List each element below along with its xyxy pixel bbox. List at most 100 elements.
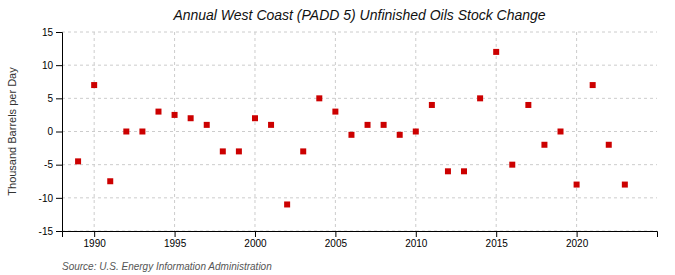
- point: [461, 168, 467, 174]
- point: [236, 148, 242, 154]
- tick-mark: [56, 32, 62, 33]
- tick-label: 0: [47, 126, 53, 137]
- tick: -5: [44, 159, 62, 170]
- point: [541, 142, 547, 148]
- tick: -15: [39, 226, 62, 237]
- point: [590, 82, 596, 88]
- tick-label: 2020: [566, 238, 589, 249]
- point: [107, 178, 113, 184]
- tick-mark: [416, 231, 417, 237]
- grid: [62, 32, 657, 231]
- grid-line: [335, 32, 336, 231]
- point: [397, 132, 403, 138]
- axis-line: [63, 232, 658, 238]
- grid-line: [62, 164, 657, 165]
- point: [123, 129, 129, 135]
- tick: 1995: [164, 231, 187, 249]
- tick-label: 10: [42, 60, 54, 71]
- tick-label: 1995: [164, 238, 187, 249]
- point: [268, 122, 274, 128]
- tick-mark: [255, 231, 256, 237]
- point: [332, 109, 338, 115]
- point: [477, 95, 483, 101]
- grid-line: [254, 32, 255, 231]
- tick-mark: [56, 165, 62, 166]
- point: [188, 115, 194, 121]
- point: [558, 129, 564, 135]
- point: [155, 109, 161, 115]
- point: [139, 129, 145, 135]
- tick-mark: [56, 231, 62, 232]
- tick: 5: [47, 93, 62, 104]
- tick: 1990: [84, 231, 107, 249]
- grid-line: [62, 65, 657, 66]
- source-note: Source: U.S. Energy Information Administ…: [62, 261, 272, 272]
- grid-line: [94, 32, 95, 231]
- point: [365, 122, 371, 128]
- point: [381, 122, 387, 128]
- point: [91, 82, 97, 88]
- tick-label: 2000: [244, 238, 267, 249]
- tick: 2020: [566, 231, 589, 249]
- tick: 15: [42, 27, 62, 38]
- tick-mark: [56, 132, 62, 133]
- point: [252, 115, 258, 121]
- point: [204, 122, 210, 128]
- y-axis-label: Thousand Barrels per Day: [6, 67, 18, 196]
- tick-label: -5: [44, 159, 53, 170]
- tick: 0: [47, 126, 62, 137]
- tick-label: 5: [47, 93, 53, 104]
- grid-line: [62, 131, 657, 132]
- point: [316, 95, 322, 101]
- plot: 1990 1995 2000 2005 2010 2015 2020 -15 -10 -5 0 5 10…: [39, 27, 658, 249]
- title: Annual West Coast (PADD 5) Unfinished Oi…: [172, 7, 545, 23]
- point: [75, 158, 81, 164]
- tick: 10: [42, 60, 62, 71]
- tick-mark: [94, 231, 95, 237]
- point: [413, 129, 419, 135]
- grid-line: [496, 32, 497, 231]
- tick-label: 2005: [325, 238, 348, 249]
- tick-label: 2015: [486, 238, 509, 249]
- grid-line: [62, 98, 657, 99]
- tick: 2010: [405, 231, 428, 249]
- grid-line: [174, 32, 175, 231]
- tick: -10: [39, 193, 62, 204]
- point: [493, 49, 499, 55]
- point: [284, 201, 290, 207]
- tick-label: 15: [42, 27, 54, 38]
- x-axis: 1990 1995 2000 2005 2010 2015 2020: [63, 231, 658, 249]
- tick-mark: [175, 231, 176, 237]
- tick-mark: [56, 198, 62, 199]
- grid-line: [62, 32, 657, 33]
- tick-label: 2010: [405, 238, 428, 249]
- tick: 2015: [486, 231, 509, 249]
- point: [606, 142, 612, 148]
- points: [75, 49, 628, 208]
- tick: 2000: [244, 231, 267, 249]
- point: [220, 148, 226, 154]
- point: [172, 112, 178, 118]
- tick-label: -10: [39, 193, 54, 204]
- point: [622, 182, 628, 188]
- grid-line: [62, 197, 657, 198]
- tick-mark: [496, 231, 497, 237]
- point: [509, 162, 515, 168]
- point: [525, 102, 531, 108]
- point: [445, 168, 451, 174]
- tick: 2005: [325, 231, 348, 249]
- point: [300, 148, 306, 154]
- tick-mark: [335, 231, 336, 237]
- y-axis: -15 -10 -5 0 5 10 15: [39, 27, 63, 237]
- tick-mark: [577, 231, 578, 237]
- tick-label: 1990: [84, 238, 107, 249]
- chart: 1990 1995 2000 2005 2010 2015 2020 -15 -10 -5 0 5 10…: [0, 0, 675, 275]
- tick-mark: [56, 65, 62, 66]
- grid-line: [576, 32, 577, 231]
- point: [574, 182, 580, 188]
- tick-mark: [56, 98, 62, 99]
- axis-line: [56, 33, 63, 232]
- point: [429, 102, 435, 108]
- point: [348, 132, 354, 138]
- tick-label: -15: [39, 226, 54, 237]
